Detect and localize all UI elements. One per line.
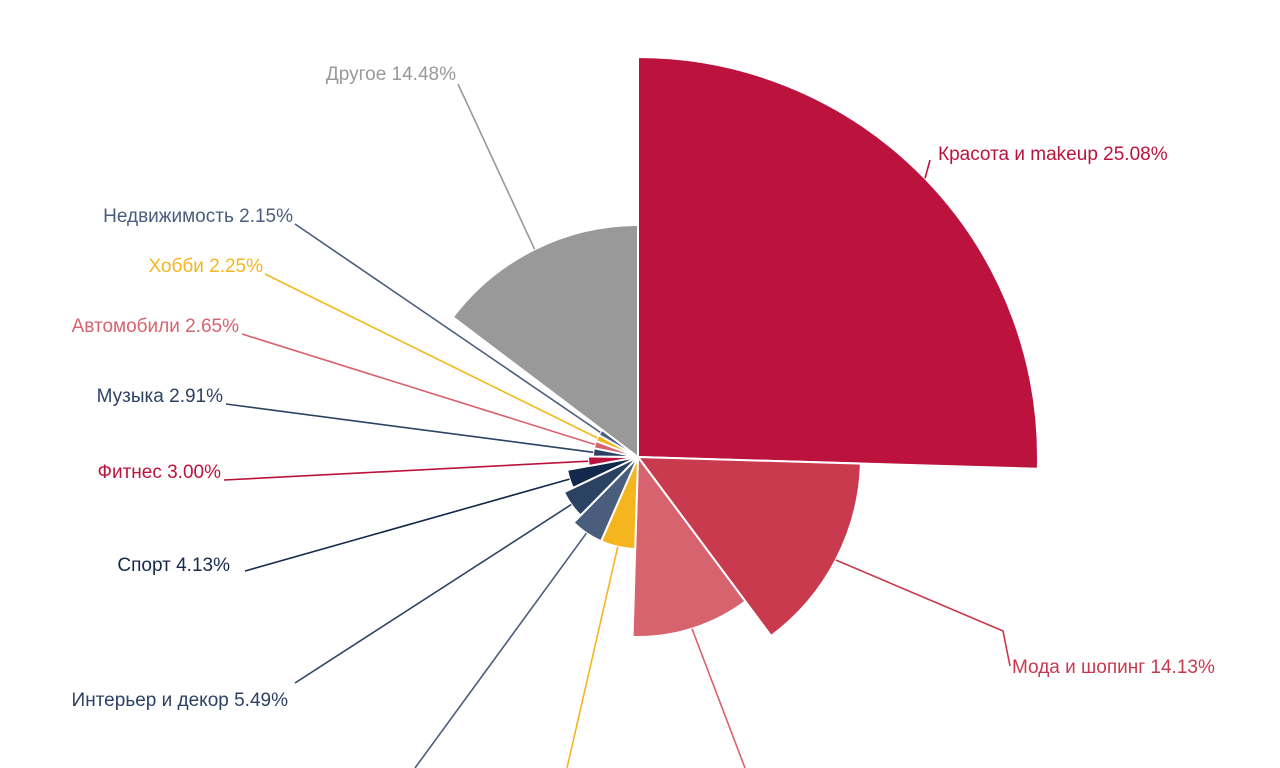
slice-labels: Красота и makeup 25.08% Мода и шопинг 14.…	[72, 64, 1215, 711]
pie-slice[interactable]	[562, 456, 639, 517]
slice-label: Автомобили 2.65%	[72, 316, 239, 337]
slice-label: Интерьер и декор 5.49%	[72, 690, 289, 711]
slice-label: Музыка 2.91%	[97, 386, 223, 407]
leader-line	[414, 532, 588, 768]
leader-line	[264, 273, 598, 439]
pie-slice[interactable]	[451, 223, 639, 460]
leader-line	[835, 559, 1011, 667]
leader-line	[691, 628, 746, 768]
leader-line	[924, 159, 931, 179]
leader-line	[457, 83, 536, 250]
leader-lines	[223, 83, 1011, 768]
leader-line	[225, 403, 594, 454]
slice-label: Фитнес 3.00%	[98, 462, 222, 483]
slice-label: Недвижимость 2.15%	[103, 206, 293, 227]
slice-label: Красота и makeup 25.08%	[938, 144, 1168, 165]
leader-line	[294, 223, 601, 434]
leader-line	[244, 478, 570, 572]
leader-line	[223, 460, 589, 481]
pie-slice[interactable]	[635, 455, 862, 638]
pie-slice[interactable]	[572, 456, 639, 543]
pie-slice[interactable]	[631, 454, 747, 638]
slice-label: Хобби 2.25%	[148, 256, 263, 277]
slice-label: Мода и шопинг 14.13%	[1012, 657, 1215, 678]
slice-label: Спорт 4.13%	[117, 555, 230, 576]
slice-label: Другое 14.48%	[326, 64, 456, 85]
leader-line	[294, 503, 572, 684]
pie-slice[interactable]	[637, 55, 1039, 470]
pie-slices	[451, 55, 1039, 638]
leader-line	[241, 333, 596, 446]
leader-line	[566, 546, 619, 768]
